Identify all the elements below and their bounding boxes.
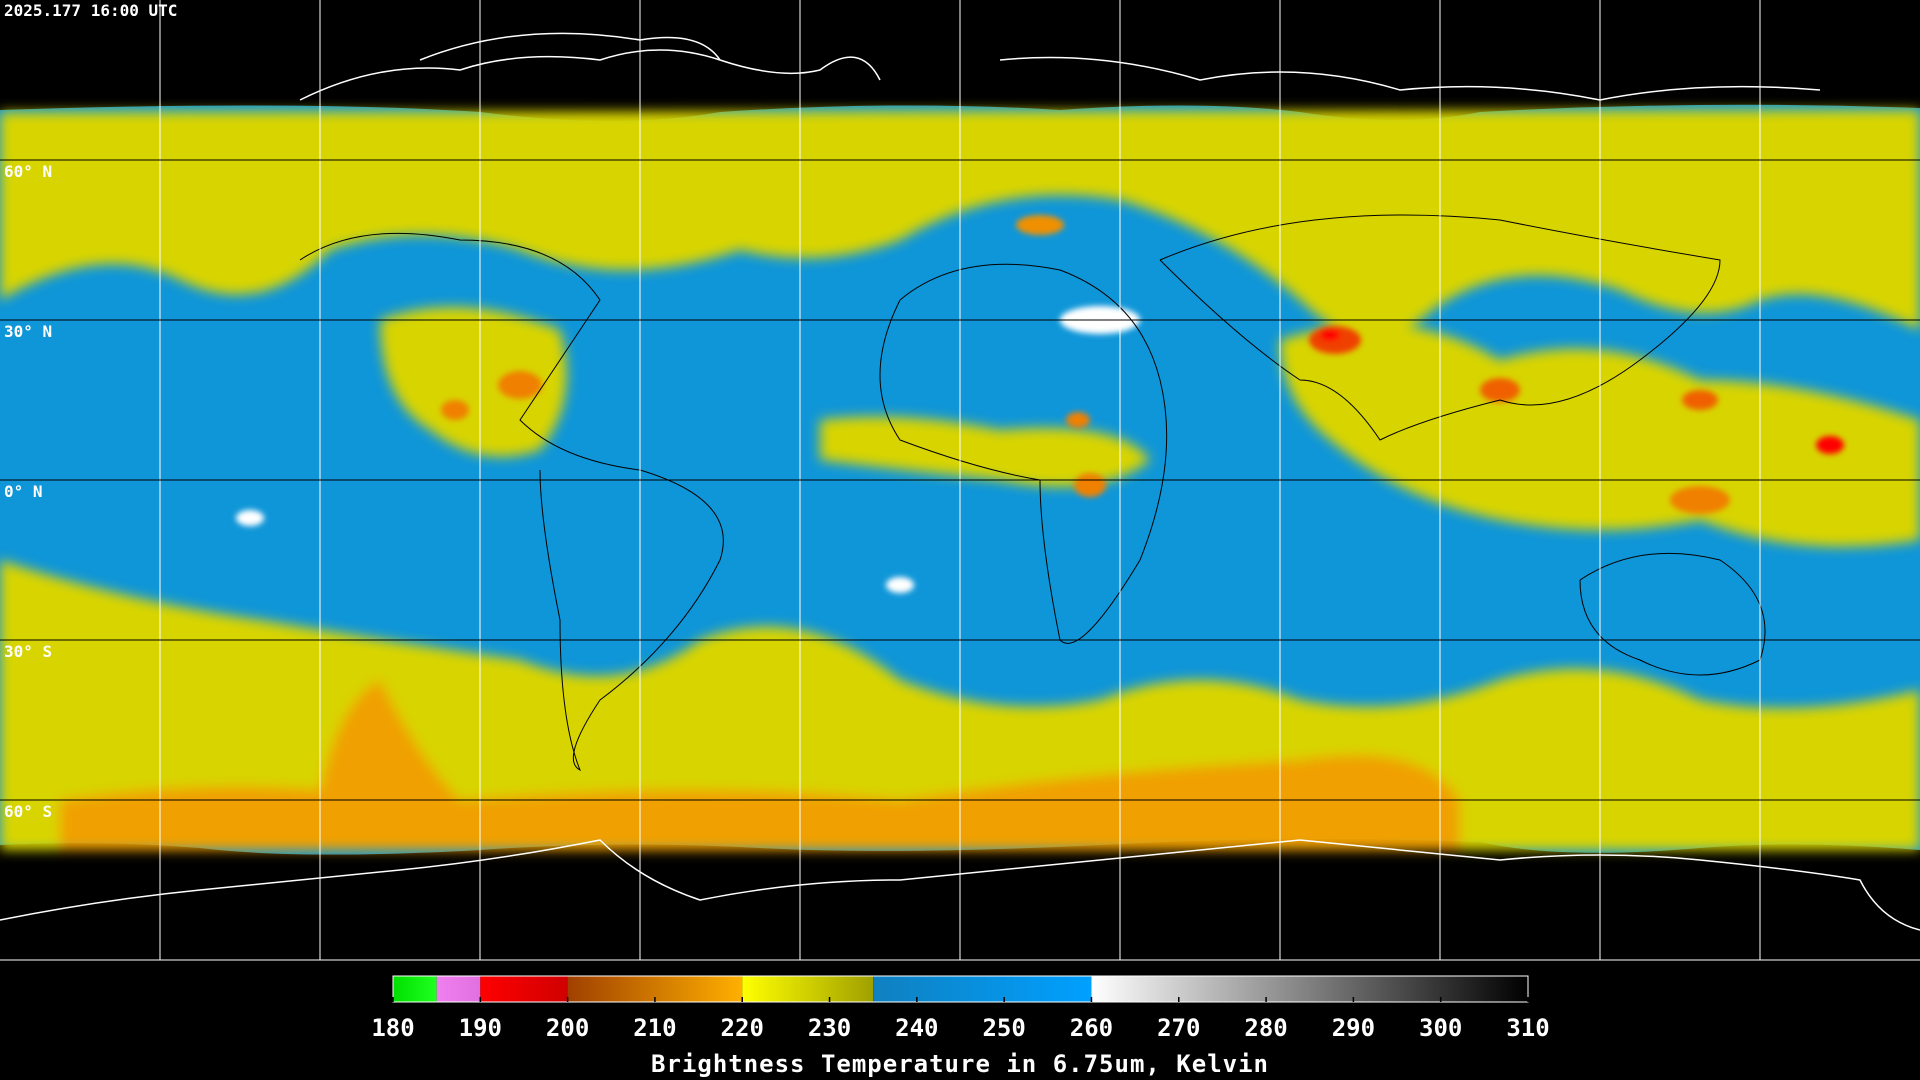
- convective-cell: [1480, 378, 1520, 402]
- colorbar-segment: [436, 976, 481, 1002]
- colorbar-title: Brightness Temperature in 6.75um, Kelvin: [651, 1050, 1269, 1078]
- colorbar-tick-label: 290: [1332, 1014, 1375, 1042]
- colorbar-segment: [1091, 976, 1528, 1002]
- latitude-label: 0° N: [4, 482, 43, 501]
- dry-region: [886, 577, 914, 593]
- colorbar-tick-label: 230: [808, 1014, 851, 1042]
- convective-cell: [1016, 215, 1064, 235]
- latitude-label: 30° N: [4, 322, 52, 341]
- colorbar-tick-label: 190: [459, 1014, 502, 1042]
- latitude-label: 60° S: [4, 802, 52, 821]
- colorbar-tick-label: 250: [982, 1014, 1025, 1042]
- colorbar-tick-label: 180: [371, 1014, 414, 1042]
- colorbar-tick-label: 310: [1506, 1014, 1549, 1042]
- colorbar-tick-label: 270: [1157, 1014, 1200, 1042]
- convective-cell: [1074, 473, 1106, 497]
- latitude-label: 30° S: [4, 642, 52, 661]
- convective-cell: [1682, 390, 1718, 410]
- dry-region: [236, 510, 264, 526]
- colorbar-segment: [480, 976, 568, 1002]
- convective-cell: [1670, 486, 1730, 514]
- colorbar-segment: [873, 976, 1092, 1002]
- convective-cell: [1816, 436, 1844, 454]
- colorbar-tick-label: 210: [633, 1014, 676, 1042]
- colorbar-tick-label: 220: [721, 1014, 764, 1042]
- colorbar-tick-label: 280: [1244, 1014, 1287, 1042]
- colorbar-tick-label: 300: [1419, 1014, 1462, 1042]
- convective-cell: [1320, 329, 1340, 341]
- convective-cell: [498, 371, 542, 399]
- colorbar-frame: [392, 975, 1529, 1003]
- colorbar-tick-label: 200: [546, 1014, 589, 1042]
- colorbar: 180 190 200 210 220 230 240 250 260 270 280 290 300 3…: [371, 975, 1550, 1042]
- colorbar-segment: [393, 976, 437, 1002]
- colorbar-tick-label: 260: [1070, 1014, 1113, 1042]
- timestamp: 2025.177 16:00 UTC: [4, 1, 177, 20]
- convective-cell: [441, 400, 469, 420]
- polar-coastlines: [0, 32, 1920, 931]
- south-cold-tops: [60, 680, 1460, 850]
- latitude-label: 60° N: [4, 162, 52, 181]
- convective-cell: [1066, 412, 1090, 428]
- colorbar-tick-label: 240: [895, 1014, 938, 1042]
- colorbar-segment: [742, 976, 874, 1002]
- africa-clouds: [820, 416, 1150, 487]
- graticule: 60° N 30° N 0° N 30° S 60° S: [0, 0, 1920, 961]
